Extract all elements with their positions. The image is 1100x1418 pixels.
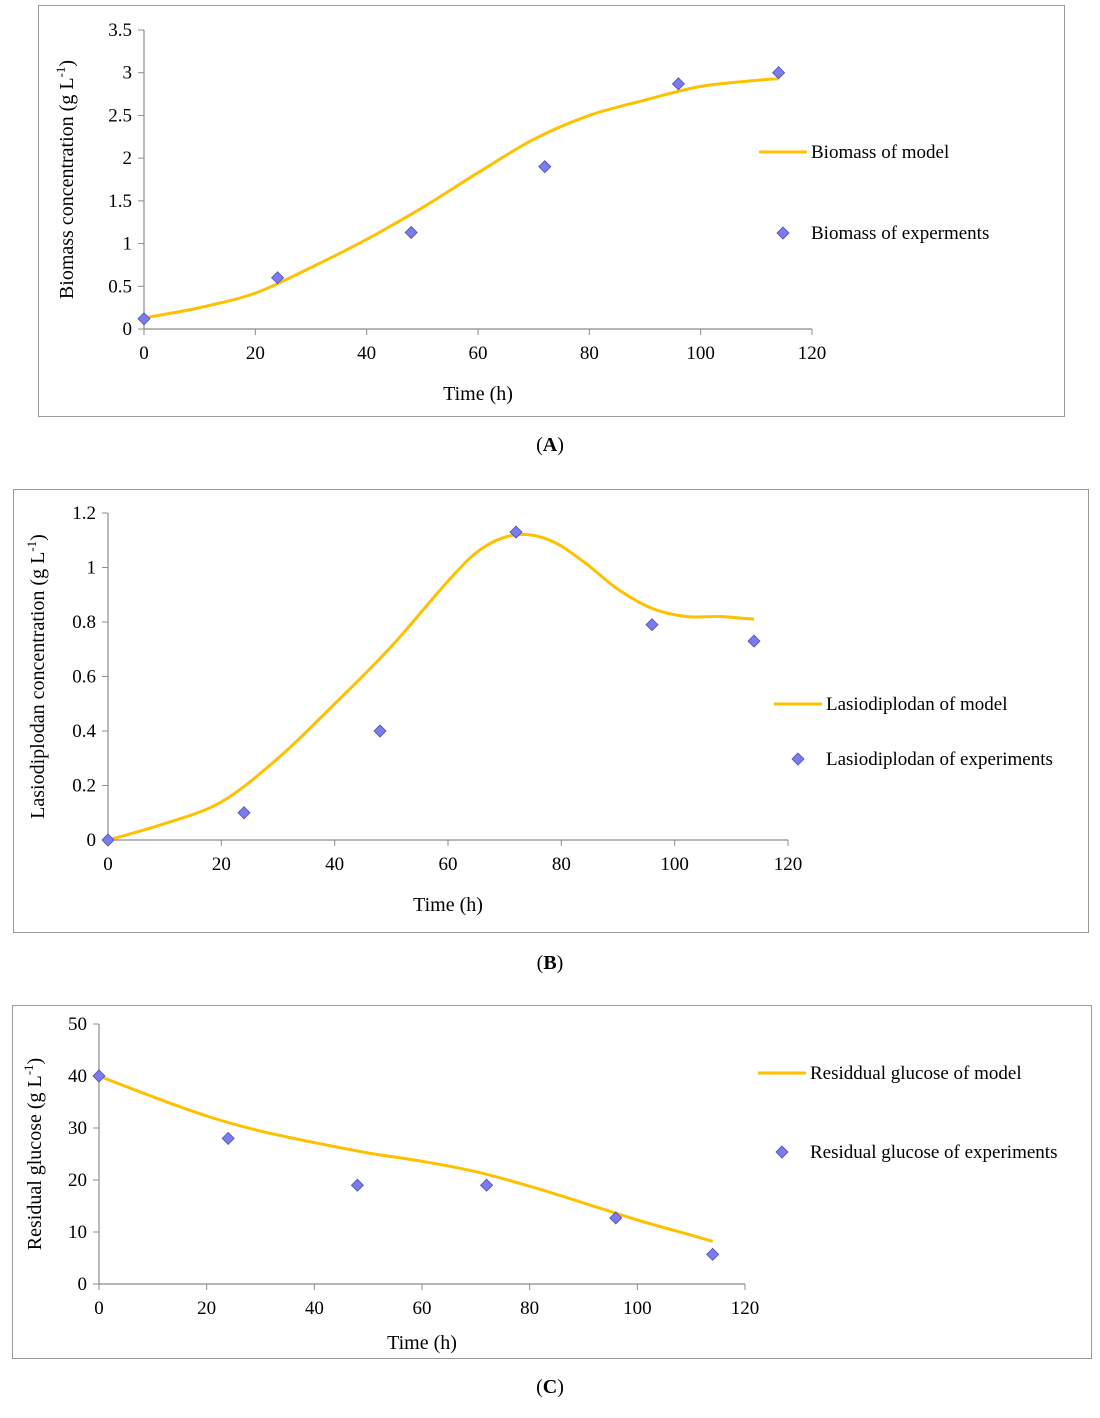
x-tick-label: 20 bbox=[212, 854, 231, 875]
legend-marker-swatch bbox=[775, 1145, 789, 1159]
x-tick-label: 60 bbox=[469, 343, 488, 364]
experiment-data-point bbox=[645, 618, 659, 632]
legend-entry-label: Lasiodiplodan of model bbox=[826, 694, 1008, 715]
y-tick-label: 2 bbox=[123, 148, 133, 169]
y-tick-label: 1 bbox=[87, 558, 97, 579]
caption-c-open: ( bbox=[536, 1376, 543, 1398]
y-tick-label: 0.5 bbox=[108, 276, 132, 297]
x-tick-label: 100 bbox=[623, 1298, 652, 1319]
y-tick-label: 3 bbox=[123, 63, 133, 84]
x-tick-label: 120 bbox=[798, 343, 827, 364]
model-series-line bbox=[107, 532, 755, 842]
legend-marker-swatch bbox=[776, 226, 790, 240]
experiment-data-point bbox=[747, 634, 761, 648]
y-tick-label: 0 bbox=[78, 1274, 88, 1295]
x-tick-label: 60 bbox=[439, 854, 458, 875]
caption-c-close: ) bbox=[557, 1376, 564, 1398]
x-tick-label: 100 bbox=[660, 854, 689, 875]
experiment-data-point bbox=[671, 77, 685, 91]
caption-a-close: ) bbox=[557, 434, 564, 456]
experiment-data-point bbox=[92, 1069, 106, 1083]
model-series-line bbox=[98, 1074, 714, 1243]
experiment-data-point bbox=[706, 1247, 720, 1261]
chart-panel-a: 0 0.5 1 1.5 2 2.5 3 3.5 0 20 40 60 80 100 120 Time (h) B… bbox=[38, 5, 1065, 417]
y-tick-label: 0.8 bbox=[72, 612, 96, 633]
x-tick-label: 20 bbox=[197, 1298, 216, 1319]
y-axis-title: Residual glucose (g L-1) bbox=[21, 1058, 46, 1250]
x-tick-label: 120 bbox=[774, 854, 803, 875]
experiment-data-point bbox=[271, 271, 285, 285]
experiment-data-point bbox=[373, 724, 387, 738]
caption-b: (B) bbox=[0, 952, 1100, 975]
caption-b-letter: B bbox=[543, 952, 557, 974]
caption-b-close: ) bbox=[556, 952, 564, 974]
experiment-data-point bbox=[221, 1131, 235, 1145]
experiment-data-point bbox=[101, 833, 115, 847]
chart-a-svg: 0 0.5 1 1.5 2 2.5 3 3.5 0 20 40 60 80 100 120 Time (h) B… bbox=[53, 20, 989, 405]
model-series-line bbox=[143, 77, 779, 320]
chart-panel-c: 0 10 20 30 40 50 0 20 40 60 80 100 120 Time (h) Residu… bbox=[12, 1005, 1092, 1359]
y-tick-label: 1 bbox=[123, 234, 133, 255]
chart-c-svg: 0 10 20 30 40 50 0 20 40 60 80 100 120 Time (h) Residu… bbox=[21, 1014, 1057, 1354]
y-tick-label: 0.4 bbox=[72, 721, 96, 742]
y-tick-label: 1.2 bbox=[72, 503, 96, 524]
y-tick-label: 20 bbox=[68, 1170, 87, 1191]
x-tick-label: 0 bbox=[94, 1298, 104, 1319]
x-axis-title: Time (h) bbox=[443, 383, 513, 405]
y-tick-label: 0.2 bbox=[72, 776, 96, 797]
y-tick-label: 0 bbox=[87, 830, 97, 851]
x-tick-label: 0 bbox=[103, 854, 113, 875]
x-axis-title: Time (h) bbox=[387, 1332, 457, 1354]
experiment-data-point bbox=[609, 1211, 623, 1225]
y-tick-label: 50 bbox=[68, 1014, 87, 1035]
x-tick-label: 0 bbox=[139, 343, 149, 364]
y-axis-title: Lasiodiplodan concentration (g L-1) bbox=[24, 534, 49, 819]
legend-marker-swatch bbox=[791, 752, 805, 766]
x-tick-label: 20 bbox=[246, 343, 265, 364]
caption-b-open: ( bbox=[536, 952, 544, 974]
x-tick-label: 80 bbox=[580, 343, 599, 364]
y-tick-label: 2.5 bbox=[108, 105, 132, 126]
caption-a-letter: A bbox=[542, 434, 558, 456]
x-tick-label: 80 bbox=[552, 854, 571, 875]
experiment-data-point bbox=[137, 312, 151, 326]
experiment-data-point bbox=[538, 160, 552, 174]
experiment-data-point bbox=[237, 806, 251, 820]
caption-c-letter: C bbox=[542, 1376, 558, 1398]
caption-c: (C) bbox=[0, 1376, 1100, 1399]
y-tick-label: 30 bbox=[68, 1118, 87, 1139]
legend-entry-label: Biomass of experments bbox=[811, 223, 989, 244]
experiment-data-point bbox=[480, 1178, 494, 1192]
x-tick-label: 40 bbox=[357, 343, 376, 364]
y-axis-title: Biomass concentration (g L-1) bbox=[53, 60, 78, 299]
y-tick-label: 40 bbox=[68, 1066, 87, 1087]
x-tick-label: 120 bbox=[731, 1298, 760, 1319]
x-tick-label: 40 bbox=[325, 854, 344, 875]
y-tick-label: 0.6 bbox=[72, 667, 96, 688]
x-tick-label: 80 bbox=[520, 1298, 539, 1319]
caption-a: (A) bbox=[0, 434, 1100, 457]
experiment-data-point bbox=[509, 525, 523, 539]
legend-entry-label: Residual glucose of experiments bbox=[810, 1142, 1057, 1163]
y-tick-label: 3.5 bbox=[108, 20, 132, 41]
chart-panel-b: 0 0.2 0.4 0.6 0.8 1 1.2 0 20 40 60 80 100 120 Time (h)… bbox=[13, 489, 1089, 933]
experiment-data-point bbox=[772, 66, 786, 80]
caption-a-open: ( bbox=[536, 434, 543, 456]
chart-b-svg: 0 0.2 0.4 0.6 0.8 1 1.2 0 20 40 60 80 100 120 Time (h)… bbox=[24, 503, 1053, 916]
y-tick-label: 0 bbox=[123, 319, 133, 340]
x-tick-label: 100 bbox=[686, 343, 715, 364]
y-tick-label: 10 bbox=[68, 1222, 87, 1243]
legend-entry-label: Biomass of model bbox=[811, 142, 949, 163]
x-tick-label: 60 bbox=[413, 1298, 432, 1319]
x-axis-title: Time (h) bbox=[413, 894, 483, 916]
y-tick-label: 1.5 bbox=[108, 191, 132, 212]
experiment-data-point bbox=[350, 1178, 364, 1192]
x-tick-label: 40 bbox=[305, 1298, 324, 1319]
experiment-data-point bbox=[404, 225, 418, 240]
legend-entry-label: Lasiodiplodan of experiments bbox=[826, 749, 1053, 770]
legend-entry-label: Residdual glucose of model bbox=[810, 1063, 1022, 1084]
